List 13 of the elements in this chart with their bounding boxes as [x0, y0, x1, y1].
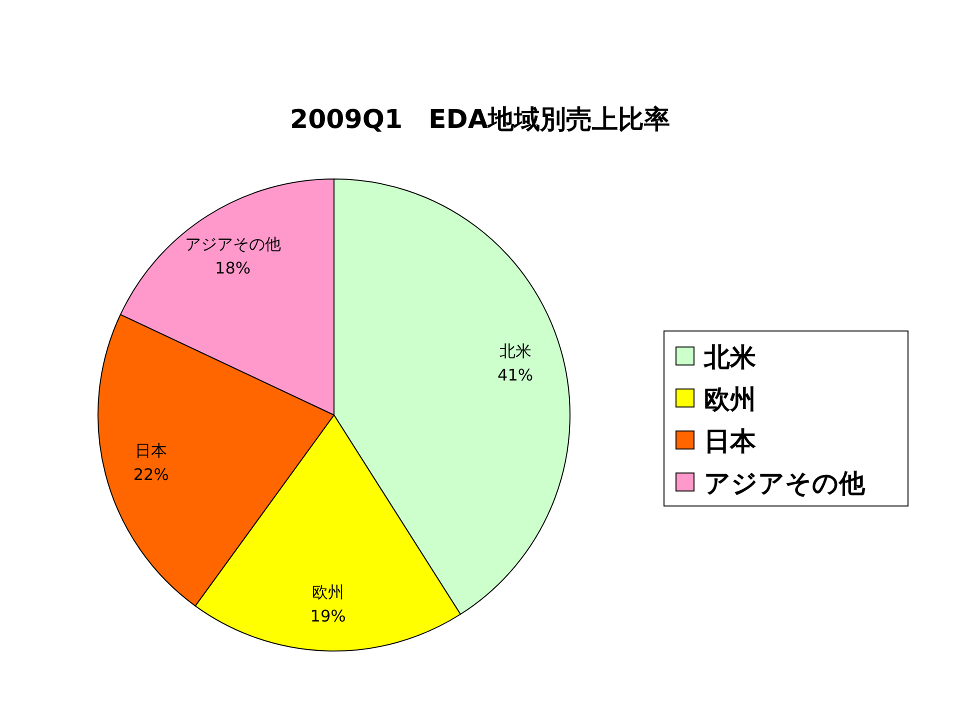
data-label: 22%	[133, 464, 169, 484]
chart-title: 2009Q1 EDA地域別売上比率	[290, 105, 670, 135]
slice-label: 日本	[135, 440, 168, 460]
slice-label: 欧州	[312, 582, 344, 602]
legend-label: 日本	[704, 427, 757, 457]
data-label: 41%	[498, 365, 534, 384]
legend-label: 欧州	[704, 385, 756, 415]
legend-label: 北米	[703, 343, 756, 373]
legend-label: アジアその他	[704, 469, 866, 499]
data-label: 18%	[215, 258, 251, 278]
slice-label: アジアその他	[184, 234, 281, 254]
slice-label: 北米	[499, 341, 532, 360]
data-label: 19%	[310, 606, 346, 626]
